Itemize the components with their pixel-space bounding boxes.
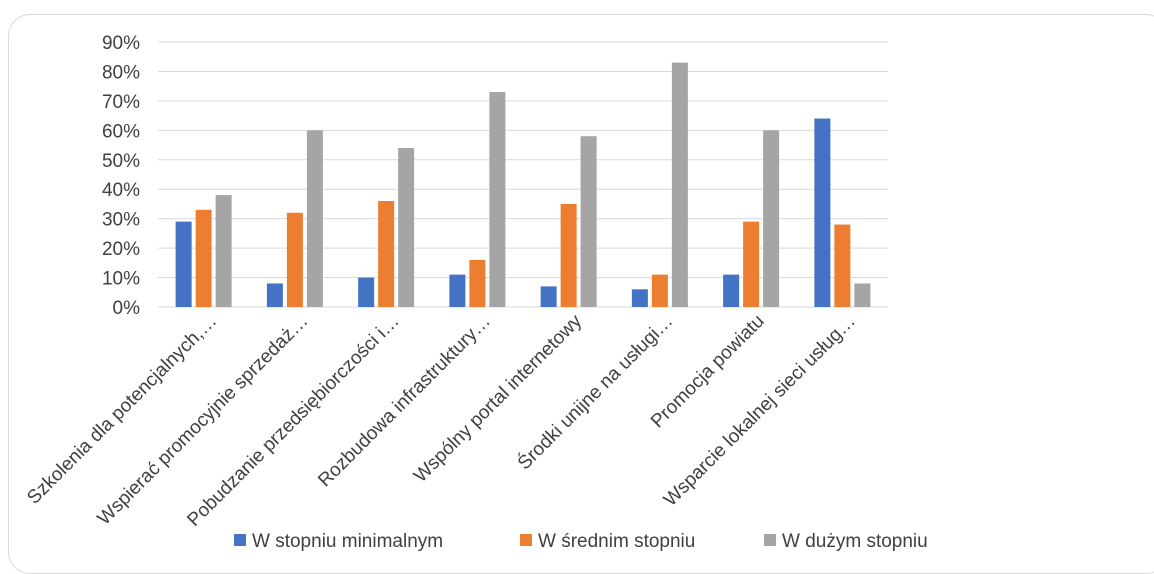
bar: [580, 136, 597, 307]
y-tick-label: 50%: [102, 151, 140, 172]
bars: [175, 62, 871, 307]
bar: [814, 118, 831, 307]
x-category-label: Szkolenia dla potencjalnych,…: [23, 311, 221, 509]
legend-swatch: [764, 534, 776, 546]
bar: [398, 148, 415, 307]
legend-label: W stopniu minimalnym: [252, 531, 443, 552]
legend-swatch: [520, 534, 532, 546]
y-tick-label: 20%: [102, 239, 140, 260]
bar: [306, 130, 323, 307]
y-tick-label: 40%: [102, 180, 140, 201]
y-axis-tick-labels: 0% 10% 20% 30% 40% 50% 60% 70% 80% 90%: [102, 33, 140, 319]
y-tick-label: 70%: [102, 92, 140, 113]
y-tick-label: 80%: [102, 62, 140, 83]
bar: [195, 209, 212, 307]
bar: [540, 286, 557, 307]
bar: [631, 289, 648, 307]
bar: [215, 195, 232, 307]
y-tick-label: 90%: [102, 33, 140, 54]
bar: [671, 62, 688, 307]
y-tick-label: 10%: [102, 269, 140, 290]
x-category-label: Środki unijne na usługi…: [513, 310, 677, 474]
bar: [449, 274, 466, 307]
x-category-label: Wsparcie lokalnej sieci usług…: [660, 311, 860, 511]
bar: [358, 277, 375, 307]
legend-label: W dużym stopniu: [782, 531, 928, 552]
legend-label: W średnim stopniu: [538, 531, 695, 552]
bar: [175, 221, 192, 307]
bar: [469, 259, 486, 307]
gridlines: [158, 41, 888, 308]
x-category-label: Rozbudowa infrastruktury…: [314, 311, 495, 492]
bar: [489, 92, 506, 307]
bar: [560, 203, 577, 307]
y-tick-label: 30%: [102, 210, 140, 231]
bar: [743, 221, 760, 307]
bar: [286, 212, 303, 307]
legend: W stopniu minimalnym W średnim stopniu W d…: [234, 531, 928, 552]
x-axis-category-labels: Szkolenia dla potencjalnych,…Wspierać pr…: [23, 310, 860, 531]
bar: [378, 201, 395, 307]
bar: [651, 274, 668, 307]
bar: [834, 224, 851, 307]
bar: [763, 130, 780, 307]
y-tick-label: 60%: [102, 121, 140, 142]
y-tick-label: 0%: [113, 298, 141, 319]
x-category-label: Wspólny portal internetowy: [410, 310, 586, 486]
bar: [266, 283, 283, 307]
bar: [723, 274, 740, 307]
bar: [854, 283, 871, 307]
legend-swatch: [234, 534, 246, 546]
